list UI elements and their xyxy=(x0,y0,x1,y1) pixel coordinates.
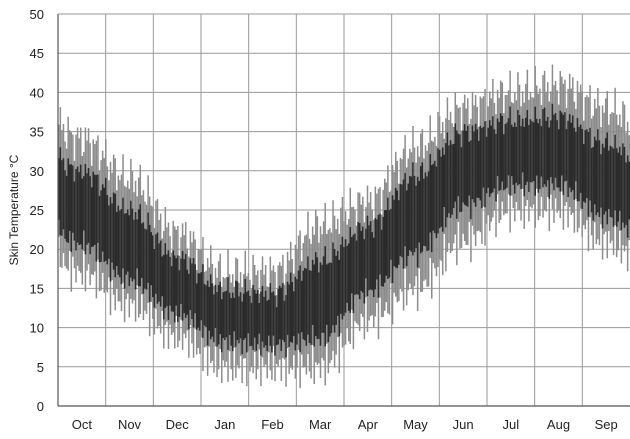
x-tick-label: Nov xyxy=(118,417,142,432)
x-tick-label: Feb xyxy=(261,417,283,432)
x-tick-label: Mar xyxy=(309,417,332,432)
y-tick-label: 35 xyxy=(30,125,44,140)
x-tick-label: Oct xyxy=(72,417,93,432)
axes xyxy=(57,13,630,407)
x-tick-label: Jul xyxy=(503,417,520,432)
y-tick-label: 20 xyxy=(30,242,44,257)
plot-area xyxy=(57,64,630,389)
x-tick-label: Sep xyxy=(595,417,618,432)
y-tick-label: 40 xyxy=(30,85,44,100)
y-tick-label: 30 xyxy=(30,164,44,179)
y-tick-label: 25 xyxy=(30,203,44,218)
x-tick-label: Apr xyxy=(358,417,379,432)
x-tick-label: May xyxy=(403,417,428,432)
y-tick-label: 15 xyxy=(30,281,44,296)
y-axis-title: Skin Temperature °C xyxy=(7,154,21,265)
y-tick-label: 10 xyxy=(30,321,44,336)
y-tick-label: 45 xyxy=(30,46,44,61)
x-tick-label: Dec xyxy=(166,417,190,432)
x-tick-label: Jan xyxy=(214,417,235,432)
tick-labels: 0 5 10 15 20 25 30 35 40 45 50 Oct Nov Dec Jan Feb Mar Ap… xyxy=(30,7,618,432)
y-tick-label: 0 xyxy=(37,399,44,414)
y-tick-label: 5 xyxy=(37,360,44,375)
y-tick-label: 50 xyxy=(30,7,44,22)
x-tick-label: Aug xyxy=(547,417,570,432)
x-tick-label: Jun xyxy=(453,417,474,432)
